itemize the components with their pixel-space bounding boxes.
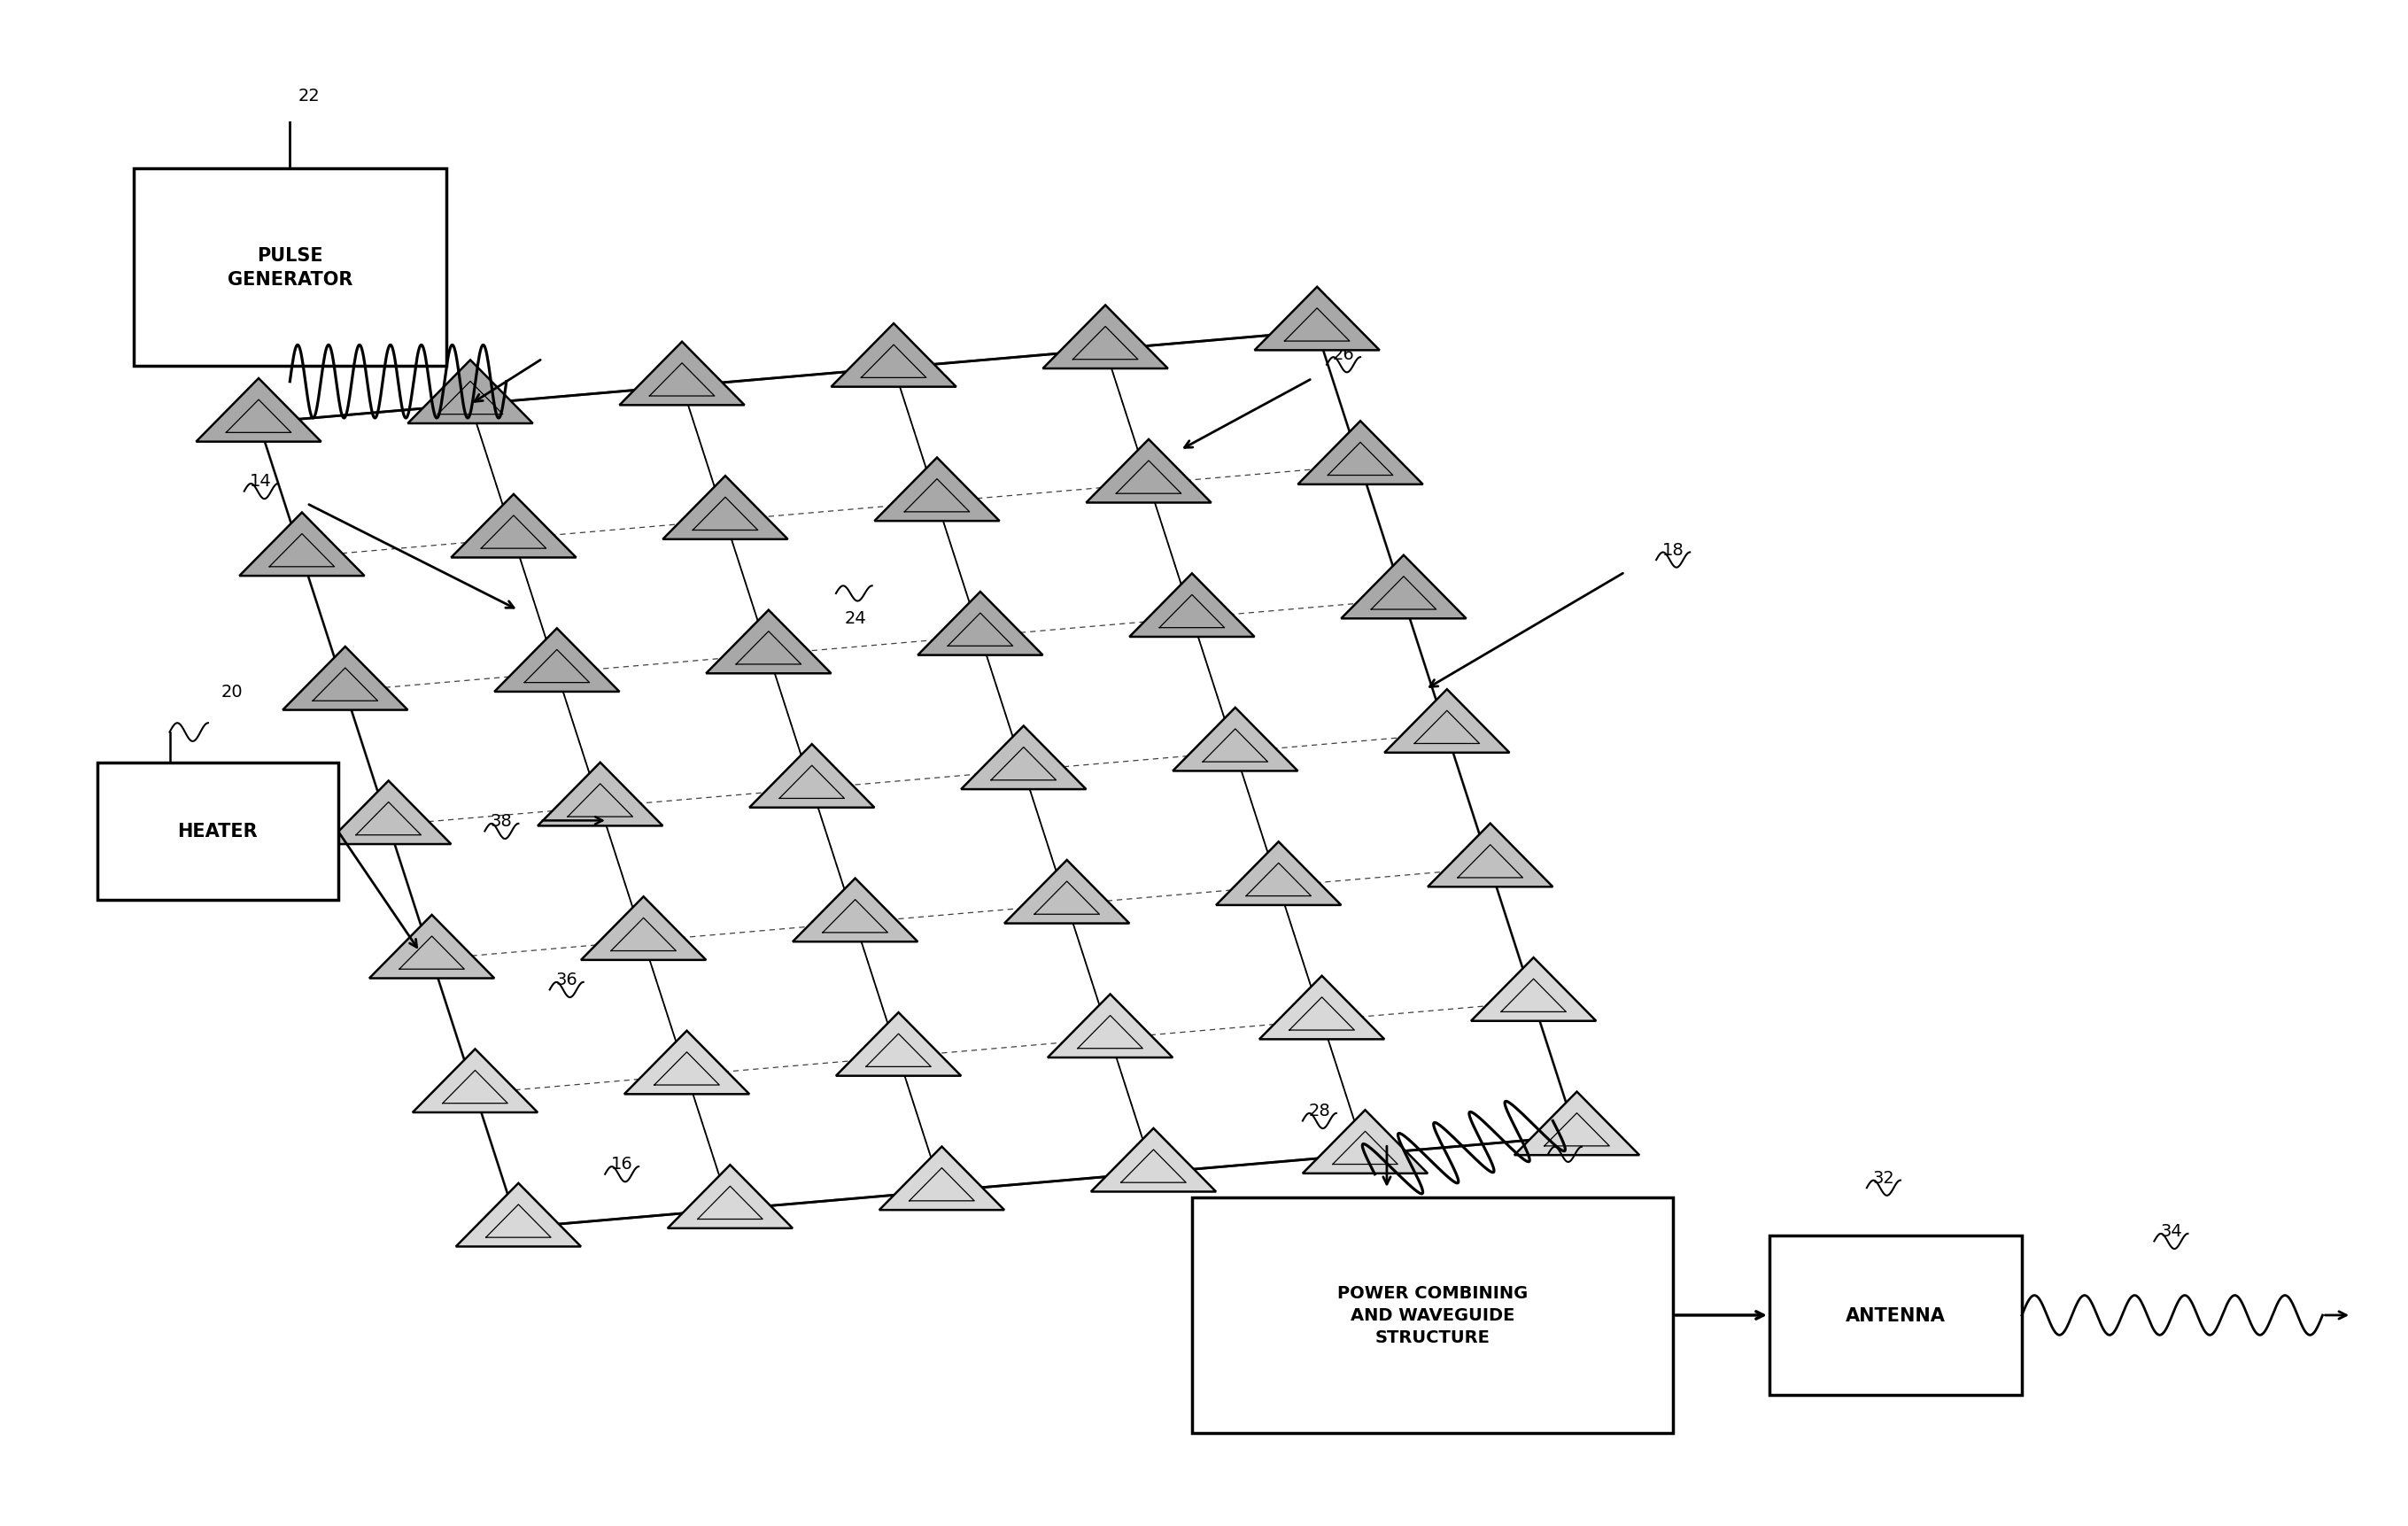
- Polygon shape: [282, 647, 407, 711]
- Text: 26: 26: [1332, 346, 1353, 363]
- Text: 20: 20: [222, 684, 243, 700]
- Polygon shape: [494, 629, 619, 693]
- Polygon shape: [450, 494, 576, 559]
- Text: 32: 32: [1873, 1169, 1895, 1186]
- Polygon shape: [874, 458, 999, 522]
- Polygon shape: [879, 1146, 1004, 1210]
- Polygon shape: [1091, 1128, 1216, 1192]
- Text: POWER COMBINING
AND WAVEGUIDE
STRUCTURE: POWER COMBINING AND WAVEGUIDE STRUCTURE: [1336, 1285, 1527, 1346]
- Polygon shape: [407, 360, 532, 424]
- Text: 22: 22: [299, 87, 320, 104]
- Polygon shape: [1255, 287, 1380, 351]
- Polygon shape: [1303, 1111, 1428, 1173]
- Polygon shape: [325, 781, 450, 844]
- Polygon shape: [1385, 690, 1510, 752]
- Text: 30: 30: [1553, 1135, 1575, 1152]
- Polygon shape: [580, 897, 706, 960]
- Polygon shape: [749, 745, 874, 807]
- Polygon shape: [1173, 708, 1298, 771]
- Polygon shape: [1259, 977, 1385, 1039]
- Polygon shape: [537, 763, 662, 826]
- Text: HEATER: HEATER: [178, 823, 258, 841]
- Polygon shape: [1004, 861, 1129, 923]
- Polygon shape: [667, 1164, 792, 1228]
- Text: 24: 24: [845, 610, 867, 627]
- Polygon shape: [368, 916, 494, 978]
- Polygon shape: [412, 1050, 537, 1112]
- Polygon shape: [792, 879, 917, 942]
- Polygon shape: [1515, 1093, 1640, 1155]
- Polygon shape: [1216, 842, 1341, 905]
- FancyBboxPatch shape: [1192, 1198, 1674, 1433]
- Text: ANTENNA: ANTENNA: [1845, 1306, 1946, 1325]
- Polygon shape: [1047, 995, 1173, 1058]
- FancyBboxPatch shape: [132, 169, 445, 366]
- Polygon shape: [1471, 958, 1597, 1021]
- Text: 18: 18: [1662, 542, 1683, 559]
- Polygon shape: [619, 342, 744, 406]
- Polygon shape: [195, 378, 320, 443]
- Polygon shape: [836, 1013, 961, 1076]
- Polygon shape: [1086, 439, 1211, 504]
- Polygon shape: [238, 513, 364, 577]
- FancyBboxPatch shape: [1770, 1236, 2023, 1395]
- Polygon shape: [831, 324, 956, 388]
- Polygon shape: [1298, 421, 1423, 485]
- Polygon shape: [624, 1032, 749, 1094]
- Text: 34: 34: [2160, 1222, 2182, 1239]
- Polygon shape: [455, 1183, 580, 1247]
- Polygon shape: [1341, 555, 1466, 620]
- Polygon shape: [961, 726, 1086, 789]
- Text: 36: 36: [556, 971, 578, 987]
- Polygon shape: [1428, 824, 1553, 887]
- Polygon shape: [1129, 574, 1255, 638]
- Text: 38: 38: [491, 812, 513, 829]
- Polygon shape: [706, 610, 831, 674]
- Polygon shape: [662, 476, 787, 540]
- Text: 14: 14: [250, 473, 272, 490]
- Polygon shape: [917, 592, 1043, 656]
- FancyBboxPatch shape: [96, 763, 337, 900]
- Polygon shape: [1043, 305, 1168, 369]
- Text: 28: 28: [1308, 1102, 1332, 1119]
- Text: 16: 16: [612, 1155, 633, 1172]
- Text: PULSE
GENERATOR: PULSE GENERATOR: [226, 247, 352, 288]
